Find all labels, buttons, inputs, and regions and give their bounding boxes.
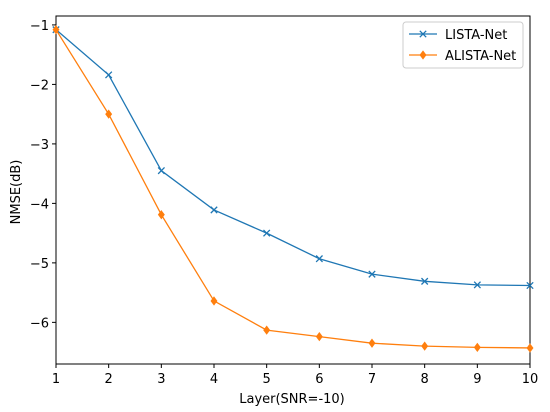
data-point-lista-net [421, 277, 429, 285]
data-point-lista-net [368, 270, 376, 278]
x-tick-label: 1 [52, 372, 60, 387]
y-axis: −1 −2 −3 −4 −5 −6 [30, 19, 56, 331]
y-tick-label: −5 [30, 257, 49, 272]
data-point-lista-net [210, 206, 218, 214]
x-tick-label: 10 [522, 372, 539, 387]
x-tick-label: 3 [157, 372, 165, 387]
data-point-alista-net [368, 338, 376, 348]
legend-label: LISTA-Net [445, 28, 507, 43]
x-tick-label: 5 [263, 372, 271, 387]
x-axis-label: Layer(SNR=-10) [239, 392, 345, 407]
data-point-alista-net [315, 332, 323, 342]
data-point-alista-net [157, 210, 165, 220]
y-axis-label: NMSE(dB) [9, 160, 24, 225]
data-point-alista-net [473, 342, 481, 352]
x-tick-label: 8 [421, 372, 429, 387]
x-tick-label: 4 [210, 372, 218, 387]
data-point-lista-net [157, 167, 165, 175]
series-line-alista-net [55, 29, 531, 349]
legend: LISTA-Net ALISTA-Net [402, 21, 524, 69]
x-tick-label: 6 [315, 372, 323, 387]
y-tick-label: −2 [30, 78, 49, 93]
x-axis: 1 2 3 4 5 6 7 8 9 10 [52, 364, 538, 387]
legend-marker [419, 30, 427, 38]
data-point-alista-net [105, 109, 113, 119]
data-point-alista-net [210, 296, 218, 306]
y-tick-label: −6 [30, 316, 49, 331]
legend-marker [419, 50, 427, 60]
y-tick-label: −1 [30, 19, 49, 34]
y-tick-label: −4 [30, 197, 49, 212]
plot-frame [55, 15, 531, 365]
x-tick-label: 2 [105, 372, 113, 387]
x-tick-label: 9 [473, 372, 481, 387]
data-point-lista-net [473, 281, 481, 289]
data-point-alista-net [421, 341, 429, 351]
data-point-alista-net [52, 25, 60, 35]
data-point-alista-net [263, 325, 271, 335]
series-layer [52, 25, 534, 353]
plot-area [55, 15, 531, 365]
y-tick-label: −3 [30, 138, 49, 153]
x-tick-label: 7 [368, 372, 376, 387]
data-point-lista-net [526, 281, 534, 290]
data-point-lista-net [263, 229, 271, 237]
data-point-lista-net [105, 71, 113, 79]
data-point-alista-net [526, 343, 534, 353]
legend-label: ALISTA-Net [445, 49, 516, 64]
data-point-lista-net [315, 255, 323, 263]
series-line-lista-net [55, 29, 531, 287]
